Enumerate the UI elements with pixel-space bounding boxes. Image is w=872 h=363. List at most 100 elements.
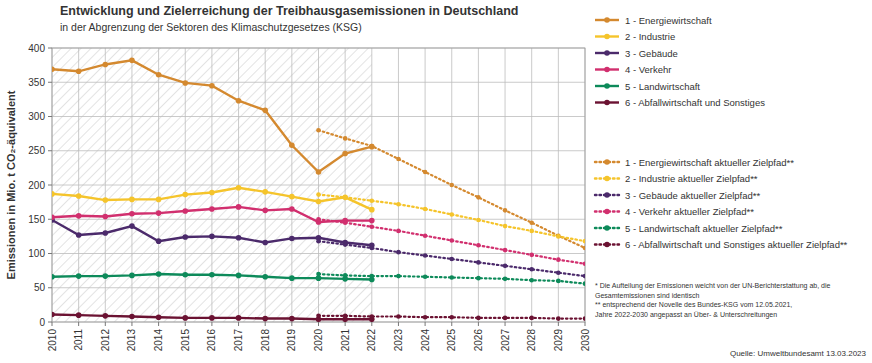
x-tick [585, 322, 586, 326]
series-marker [476, 218, 481, 223]
legend-marker [604, 83, 610, 89]
x-tick [478, 322, 479, 326]
series-marker [129, 314, 135, 320]
series-marker [370, 144, 375, 149]
series-line [319, 316, 586, 319]
series-marker [289, 142, 295, 148]
series-marker [556, 316, 561, 321]
legend-marker [604, 192, 610, 198]
legend-marker [604, 209, 610, 215]
series-marker [76, 68, 82, 74]
legend-marker [604, 50, 610, 56]
series-marker [396, 229, 401, 234]
x-tick-label: 2020 [313, 329, 324, 352]
x-tick-label: 2029 [553, 329, 564, 352]
series-marker [343, 220, 348, 225]
series-marker [396, 202, 401, 207]
series-marker [316, 128, 321, 133]
series-marker [449, 238, 454, 243]
series-marker [556, 279, 561, 284]
x-tick [105, 322, 106, 326]
y-tick [48, 185, 52, 186]
legend-label: 4 - Verkehr [625, 64, 671, 75]
x-tick-label: 2015 [180, 329, 191, 352]
series-marker [369, 218, 375, 224]
series-marker [262, 108, 268, 114]
series-marker [556, 257, 561, 262]
series-marker [476, 243, 481, 248]
series-marker [129, 197, 135, 203]
series-line [319, 195, 586, 242]
x-tick [158, 322, 159, 326]
series-marker [556, 234, 561, 239]
series-marker [369, 207, 375, 213]
series-marker [583, 281, 585, 286]
series-marker [370, 274, 375, 279]
series-marker [262, 240, 268, 246]
legend-label: 2 - Industrie aktueller Zielpfad** [625, 173, 758, 184]
legend: 1 - Energiewirtschaft2 - Industrie3 - Ge… [595, 15, 848, 251]
x-tick [371, 322, 372, 326]
series-marker [103, 214, 109, 220]
series-marker [236, 315, 242, 321]
series-marker [316, 169, 322, 175]
legend-marker [604, 242, 610, 248]
series-marker [423, 315, 428, 320]
x-grid-line [211, 48, 212, 322]
legend-marker [604, 159, 610, 165]
x-tick [345, 322, 346, 326]
data-area [52, 58, 585, 322]
series-marker [503, 208, 508, 213]
legend-label: 4 - Verkehr aktueller Zielpfad** [625, 206, 754, 217]
x-grid-line [265, 48, 266, 322]
title: Entwicklung und Zielerreichung der Treib… [60, 4, 518, 18]
series-marker [423, 233, 428, 238]
series-marker [449, 183, 454, 188]
y-tick-label: 100 [28, 248, 45, 259]
series-line [319, 274, 586, 284]
series-marker [396, 314, 401, 319]
x-grid-line [398, 48, 399, 322]
series-marker [556, 233, 561, 238]
series-marker [289, 206, 295, 212]
series-marker [370, 246, 375, 251]
series-marker [76, 213, 82, 219]
legend-label: 1 - Energiewirtschaft aktueller Zielpfad… [625, 157, 794, 168]
x-tick [211, 322, 212, 326]
source: Quelle: Umweltbundesamt 13.03.2023 [730, 349, 867, 358]
x-grid-line [105, 48, 106, 322]
x-tick-label: 2016 [206, 329, 217, 352]
series-marker [262, 316, 268, 322]
x-tick-label: 2018 [260, 329, 271, 352]
series-marker [343, 314, 348, 319]
series-marker [103, 197, 109, 203]
x-tick-label: 2024 [420, 329, 431, 352]
legend-marker [604, 176, 610, 182]
series-marker [52, 214, 55, 220]
series-marker [262, 274, 268, 280]
y-tick-label: 0 [39, 317, 45, 328]
footnote: Jahre 2022-2030 angepasst an Über- & Unt… [595, 311, 777, 319]
grid [52, 48, 585, 322]
x-tick [238, 322, 239, 326]
y-tick [48, 253, 52, 254]
series-marker [316, 192, 321, 197]
y-tick-label: 200 [28, 180, 45, 191]
x-grid-line [185, 48, 186, 322]
series-marker [209, 83, 215, 89]
x-tick [52, 322, 53, 326]
x-tick [78, 322, 79, 326]
series-marker [423, 274, 428, 279]
x-tick [558, 322, 559, 326]
series-marker [529, 267, 534, 272]
legend-label: 1 - Energiewirtschaft [625, 15, 712, 26]
series-marker [103, 313, 109, 319]
x-tick-label: 2021 [340, 329, 351, 352]
series-marker [503, 316, 508, 321]
series-marker [209, 315, 215, 321]
series-marker [262, 208, 268, 214]
x-tick [291, 322, 292, 326]
series-marker [182, 208, 188, 214]
series-marker [583, 261, 585, 266]
y-tick [48, 219, 52, 220]
